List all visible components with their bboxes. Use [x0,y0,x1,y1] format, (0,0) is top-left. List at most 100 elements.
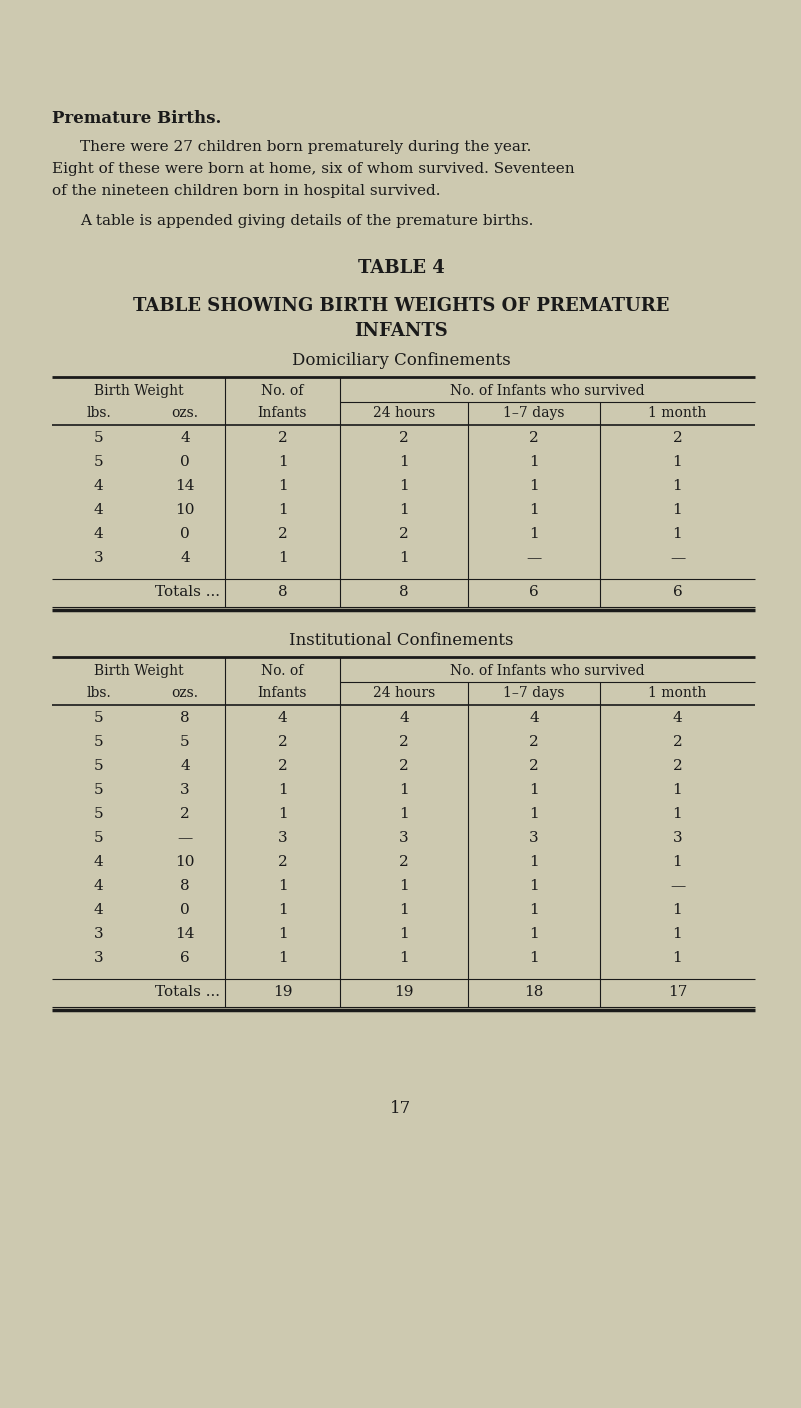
Text: 10: 10 [175,855,195,869]
Text: 4: 4 [278,711,288,725]
Text: 6: 6 [673,584,682,598]
Text: 1: 1 [673,455,682,469]
Text: 4: 4 [94,503,103,517]
Text: 2: 2 [278,735,288,749]
Text: 1: 1 [399,903,409,917]
Text: 8: 8 [180,879,190,893]
Text: 19: 19 [273,986,292,1000]
Text: 3: 3 [94,551,103,565]
Text: 2: 2 [529,759,539,773]
Text: 1: 1 [673,503,682,517]
Text: 1: 1 [673,527,682,541]
Text: 3: 3 [673,831,682,845]
Text: 24 hours: 24 hours [373,406,435,420]
Text: 5: 5 [94,783,103,797]
Text: 0: 0 [180,527,190,541]
Text: 17: 17 [668,986,687,1000]
Text: 3: 3 [94,950,103,964]
Text: 2: 2 [278,759,288,773]
Text: 5: 5 [94,807,103,821]
Text: Totals ...: Totals ... [155,986,220,1000]
Text: 10: 10 [175,503,195,517]
Text: ozs.: ozs. [171,406,199,420]
Text: 1: 1 [529,527,539,541]
Text: 2: 2 [180,807,190,821]
Text: lbs.: lbs. [87,686,111,700]
Text: 1: 1 [278,783,288,797]
Text: 1: 1 [673,926,682,941]
Text: 1: 1 [399,551,409,565]
Text: 3: 3 [180,783,190,797]
Text: A table is appended giving details of the premature births.: A table is appended giving details of th… [80,214,533,228]
Text: 5: 5 [180,735,190,749]
Text: TABLE 4: TABLE 4 [357,259,445,277]
Text: 1: 1 [278,503,288,517]
Text: 1: 1 [673,807,682,821]
Text: Infants: Infants [258,686,308,700]
Text: 6: 6 [529,584,539,598]
Text: No. of: No. of [261,665,304,679]
Text: 1: 1 [399,926,409,941]
Text: 1: 1 [278,479,288,493]
Text: 1: 1 [399,783,409,797]
Text: 1: 1 [278,950,288,964]
Text: 1: 1 [529,783,539,797]
Text: 1: 1 [529,807,539,821]
Text: 4: 4 [180,551,190,565]
Text: 19: 19 [394,986,414,1000]
Text: 4: 4 [94,879,103,893]
Text: 5: 5 [94,735,103,749]
Text: —: — [670,879,685,893]
Text: 2: 2 [399,759,409,773]
Text: 1: 1 [529,455,539,469]
Text: 1: 1 [529,950,539,964]
Text: Institutional Confinements: Institutional Confinements [288,632,513,649]
Text: 1: 1 [673,479,682,493]
Text: Eight of these were born at home, six of whom survived. Seventeen: Eight of these were born at home, six of… [52,162,574,176]
Text: 4: 4 [94,479,103,493]
Text: 2: 2 [673,759,682,773]
Text: 14: 14 [175,926,195,941]
Text: 3: 3 [399,831,409,845]
Text: 8: 8 [399,584,409,598]
Text: 1: 1 [278,926,288,941]
Text: 3: 3 [278,831,288,845]
Text: Totals ...: Totals ... [155,584,220,598]
Text: No. of: No. of [261,384,304,398]
Text: Premature Births.: Premature Births. [52,110,221,127]
Text: 0: 0 [180,903,190,917]
Text: 4: 4 [94,855,103,869]
Text: —: — [177,831,192,845]
Text: 2: 2 [399,855,409,869]
Text: 1: 1 [529,479,539,493]
Text: 8: 8 [278,584,288,598]
Text: 2: 2 [673,431,682,445]
Text: 1 month: 1 month [648,686,706,700]
Text: 1: 1 [278,903,288,917]
Text: Birth Weight: Birth Weight [94,665,183,679]
Text: 1: 1 [278,551,288,565]
Text: 1: 1 [399,807,409,821]
Text: 1: 1 [529,855,539,869]
Text: 1: 1 [673,783,682,797]
Text: 1: 1 [278,455,288,469]
Text: 2: 2 [529,735,539,749]
Text: 3: 3 [94,926,103,941]
Text: There were 27 children born prematurely during the year.: There were 27 children born prematurely … [80,139,531,153]
Text: 1: 1 [673,903,682,917]
Text: 2: 2 [673,735,682,749]
Text: lbs.: lbs. [87,406,111,420]
Text: TABLE SHOWING BIRTH WEIGHTS OF PREMATURE: TABLE SHOWING BIRTH WEIGHTS OF PREMATURE [133,297,669,315]
Text: 1 month: 1 month [648,406,706,420]
Text: 5: 5 [94,711,103,725]
Text: 1: 1 [278,879,288,893]
Text: Infants: Infants [258,406,308,420]
Text: 2: 2 [278,527,288,541]
Text: No. of Infants who survived: No. of Infants who survived [450,665,645,679]
Text: 1: 1 [529,903,539,917]
Text: 4: 4 [180,759,190,773]
Text: 4: 4 [399,711,409,725]
Text: Birth Weight: Birth Weight [94,384,183,398]
Text: 17: 17 [390,1100,412,1117]
Text: 1: 1 [529,503,539,517]
